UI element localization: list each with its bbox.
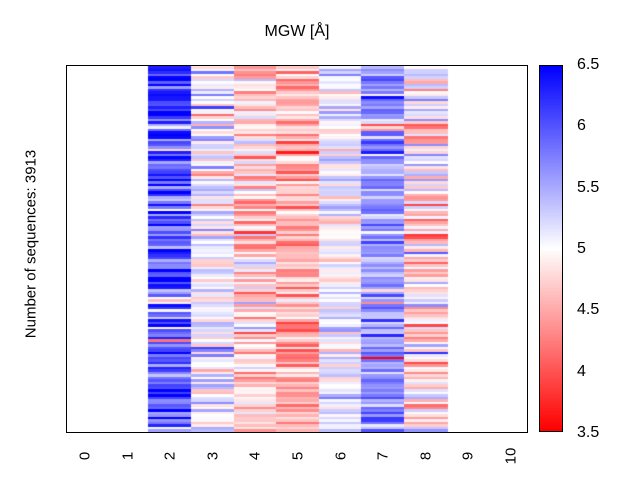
x-tick-label: 3	[204, 451, 222, 461]
x-tick-label: 0	[76, 451, 94, 461]
plot-area	[66, 65, 528, 433]
x-tick-label: 9	[459, 451, 477, 461]
colorbar-gradient-canvas	[540, 66, 562, 431]
colorbar-tick-label: 4.5	[577, 301, 600, 319]
colorbar-tick-label: 3.5	[577, 424, 600, 441]
x-tick-label: 6	[332, 451, 350, 461]
colorbar-tick-label: 5	[577, 240, 586, 257]
colorbar-tick-label: 6.5	[577, 56, 600, 73]
colorbar-tick-label: 4	[577, 362, 586, 380]
x-tick-label: 8	[417, 451, 435, 461]
y-axis-label: Number of sequences: 3913	[22, 149, 40, 339]
x-tick-label: 10	[502, 447, 520, 465]
x-tick-label: 4	[246, 451, 264, 461]
chart-title: MGW [Å]	[264, 23, 330, 40]
colorbar	[539, 65, 563, 432]
x-tick-label: 5	[289, 451, 307, 461]
colorbar-tick-label: 5.5	[577, 178, 600, 196]
colorbar-tick-label: 6	[577, 117, 586, 135]
x-tick-label: 2	[161, 451, 179, 461]
heatmap-canvas	[67, 66, 527, 432]
x-tick-label: 1	[119, 451, 137, 461]
x-tick-label: 7	[374, 451, 392, 461]
